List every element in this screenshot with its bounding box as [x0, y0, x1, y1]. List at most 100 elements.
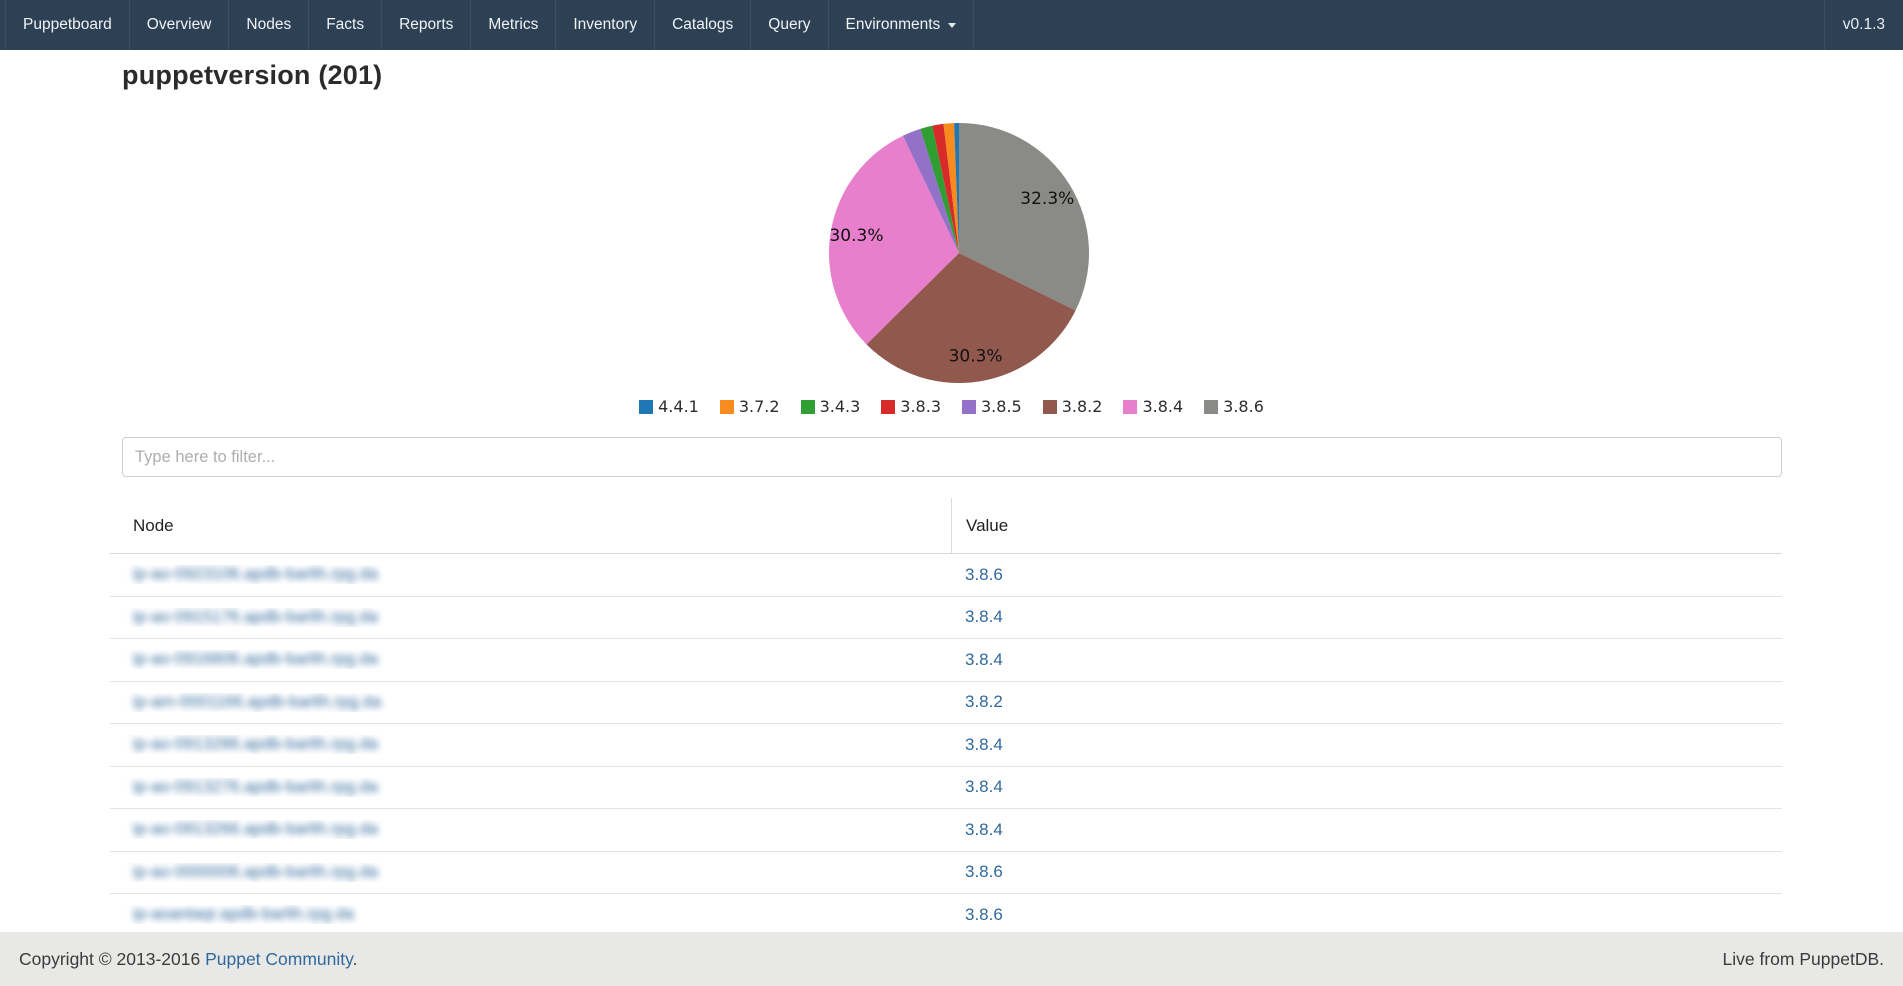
puppet-community-link[interactable]: Puppet Community — [205, 948, 353, 969]
table-row: ip-aoantaqr.apdb-barlih.rpg.da 3.8.6 — [110, 894, 1782, 937]
nav-item-reports[interactable]: Reports — [381, 0, 470, 50]
node-cell: ip-aoantaqr.apdb-barlih.rpg.da — [110, 905, 951, 924]
node-link[interactable]: ip-ao-0913266.apdb-barlih.rpg.da — [133, 820, 378, 839]
pie-percent-label: 32.3% — [1020, 189, 1074, 209]
table-row: ip-ao-0913266.apdb-barlih.rpg.da 3.8.4 — [110, 809, 1782, 852]
value-cell: 3.8.2 — [951, 692, 1782, 712]
filter-input[interactable] — [122, 437, 1782, 477]
value-link[interactable]: 3.8.4 — [965, 819, 1003, 839]
pie-chart-svg: 32.3% 30.3% 30.3% — [829, 123, 1089, 383]
value-cell: 3.8.4 — [951, 820, 1782, 840]
value-cell: 3.8.4 — [951, 650, 1782, 670]
legend-item-3.8.5: 3.8.5 — [962, 397, 1022, 416]
legend-item-3.8.2: 3.8.2 — [1042, 397, 1103, 416]
legend-label: 3.8.3 — [900, 397, 941, 416]
top-navbar: Puppetboard Overview Nodes Facts Reports… — [0, 0, 1903, 50]
legend-item-3.8.3: 3.8.3 — [881, 397, 941, 416]
navbar-right: v0.1.3 — [1823, 0, 1903, 50]
node-link[interactable]: ip-ao-0913276.apdb-barlih.rpg.da — [133, 777, 378, 796]
node-link[interactable]: ip-ao-0913286.apdb-barlih.rpg.da — [133, 735, 378, 754]
legend-item-4.4.1: 4.4.1 — [639, 397, 699, 416]
legend-item-3.4.3: 3.4.3 — [800, 397, 861, 416]
node-cell: ip-ao-0913286.apdb-barlih.rpg.da — [110, 735, 951, 754]
nav-item-overview[interactable]: Overview — [128, 0, 229, 50]
nav-item-catalogs[interactable]: Catalogs — [654, 0, 750, 50]
legend-swatch-icon — [1204, 399, 1219, 414]
node-link[interactable]: ip-ao-0923106.apdb-barlih.rpg.da — [133, 565, 378, 584]
copyright-period: . — [352, 948, 358, 969]
value-link[interactable]: 3.8.4 — [965, 777, 1003, 797]
value-cell: 3.8.4 — [951, 735, 1782, 755]
value-link[interactable]: 3.8.6 — [965, 904, 1003, 924]
pie-percent-label: 30.3% — [829, 226, 883, 246]
table-row: ip-ao-0923106.apdb-barlih.rpg.da 3.8.6 — [110, 554, 1782, 597]
node-cell: ip-ao-0913276.apdb-barlih.rpg.da — [110, 778, 951, 797]
legend-swatch-icon — [1123, 399, 1138, 414]
pie-chart: 32.3% 30.3% 30.3% — [829, 123, 1089, 383]
node-link[interactable]: ip-ao-0000006.apdb-barlih.rpg.da — [133, 862, 378, 881]
pie-percent-label: 30.3% — [949, 347, 1003, 367]
node-cell: ip-ao-0000006.apdb-barlih.rpg.da — [110, 863, 951, 882]
environments-label: Environments — [845, 16, 941, 33]
legend-label: 3.4.3 — [819, 397, 861, 416]
page-title: puppetversion (201) — [122, 60, 383, 90]
pie-slice-3.8.3 — [932, 123, 959, 254]
legend-label: 3.8.2 — [1061, 397, 1103, 416]
fact-table: Node Value ip-ao-0923106.apdb-barlih.rpg… — [110, 498, 1782, 937]
value-link[interactable]: 3.8.4 — [965, 607, 1003, 627]
value-cell: 3.8.6 — [951, 565, 1782, 585]
nav-dropdown-environments[interactable]: Environments — [827, 0, 975, 50]
legend-swatch-icon — [800, 399, 815, 414]
nav-item-nodes[interactable]: Nodes — [228, 0, 308, 50]
node-cell: ip-ao-0915176.apdb-barlih.rpg.da — [110, 608, 951, 627]
value-link[interactable]: 3.8.6 — [965, 862, 1003, 882]
table-row: ip-am-0001166.apdb-barlih.rpg.da 3.8.2 — [110, 682, 1782, 724]
legend-label: 3.8.6 — [1223, 397, 1264, 416]
column-header-node[interactable]: Node — [133, 515, 174, 535]
node-cell: ip-ao-0923106.apdb-barlih.rpg.da — [110, 565, 951, 584]
footer-live-status: Live from PuppetDB. — [1722, 948, 1884, 969]
value-link[interactable]: 3.8.2 — [965, 692, 1003, 712]
value-link[interactable]: 3.8.6 — [965, 564, 1003, 584]
nav-brand-puppetboard[interactable]: Puppetboard — [5, 0, 129, 50]
value-cell: 3.8.6 — [951, 905, 1782, 925]
legend-label: 3.8.5 — [981, 397, 1022, 416]
table-row: ip-ao-0916806.apdb-barlih.rpg.da 3.8.4 — [110, 639, 1782, 682]
nav-item-metrics[interactable]: Metrics — [470, 0, 555, 50]
legend-swatch-icon — [1042, 399, 1057, 414]
footer-copyright: Copyright © 2013-2016 Puppet Community. — [19, 949, 357, 970]
legend-swatch-icon — [719, 399, 734, 414]
version-label: v0.1.3 — [1823, 0, 1903, 50]
pie-slice-3.8.5 — [902, 128, 959, 253]
node-link[interactable]: ip-ao-0916806.apdb-barlih.rpg.da — [133, 650, 378, 669]
pie-slice-3.7.2 — [943, 123, 959, 253]
nav-item-facts[interactable]: Facts — [308, 0, 381, 50]
table-row: ip-ao-0913276.apdb-barlih.rpg.da 3.8.4 — [110, 767, 1782, 809]
pie-slice-3.8.4 — [829, 135, 959, 345]
legend-label: 3.7.2 — [738, 397, 780, 416]
legend-label: 4.4.1 — [658, 397, 699, 416]
node-link[interactable]: ip-am-0001166.apdb-barlih.rpg.da — [133, 692, 382, 711]
legend-swatch-icon — [962, 399, 976, 414]
table-row: ip-ao-0000006.apdb-barlih.rpg.da 3.8.6 — [110, 852, 1782, 894]
nav-item-query[interactable]: Query — [750, 0, 827, 50]
node-cell: ip-ao-0913266.apdb-barlih.rpg.da — [110, 820, 951, 839]
pie-slice-3.8.2 — [866, 253, 1076, 383]
value-link[interactable]: 3.8.4 — [965, 649, 1003, 669]
page-footer: Copyright © 2013-2016 Puppet Community. … — [0, 932, 1903, 986]
legend-swatch-icon — [639, 399, 654, 414]
nav-item-inventory[interactable]: Inventory — [555, 0, 654, 50]
pie-slice-3.8.6 — [959, 123, 1089, 311]
pie-chart-legend: 4.4.1 3.7.2 3.4.3 3.8.3 3.8.5 3.8.2 3.8.… — [0, 397, 1903, 416]
table-header-row: Node Value — [110, 498, 1782, 554]
column-header-value[interactable]: Value — [951, 498, 1782, 553]
node-link[interactable]: ip-aoantaqr.apdb-barlih.rpg.da — [133, 905, 355, 924]
value-link[interactable]: 3.8.4 — [965, 734, 1003, 754]
pie-slice-3.4.3 — [920, 125, 959, 253]
legend-item-3.8.6: 3.8.6 — [1204, 397, 1264, 416]
node-link[interactable]: ip-ao-0915176.apdb-barlih.rpg.da — [133, 607, 378, 626]
pie-slice-4.4.1 — [954, 123, 959, 253]
value-cell: 3.8.4 — [951, 777, 1782, 797]
copyright-text: Copyright © 2013-2016 — [19, 948, 206, 969]
table-body: ip-ao-0923106.apdb-barlih.rpg.da 3.8.6 i… — [110, 554, 1782, 937]
